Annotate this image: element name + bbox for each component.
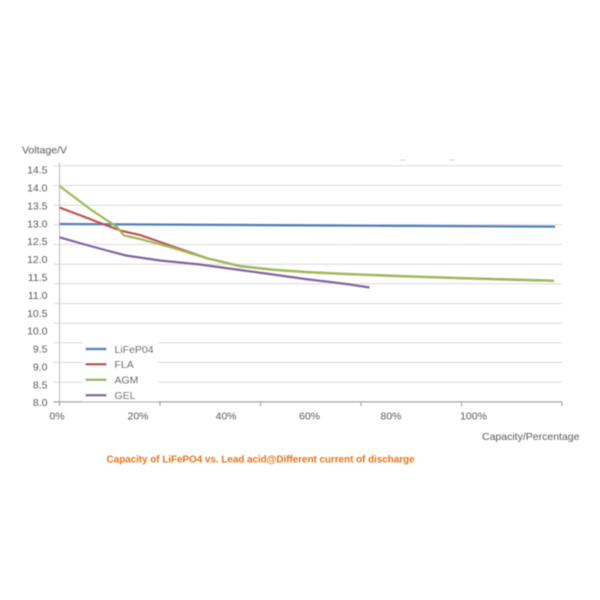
svg-text:AGM: AGM — [115, 375, 139, 387]
svg-text:10.0: 10.0 — [27, 326, 48, 338]
svg-text:100%: 100% — [460, 411, 487, 423]
svg-text:0%: 0% — [49, 411, 64, 423]
svg-text:9.0: 9.0 — [33, 361, 48, 373]
svg-text:FLA: FLA — [115, 359, 134, 371]
svg-text:Capacity of LiFePO4 vs. Lead a: Capacity of LiFePO4 vs. Lead acid@Differ… — [106, 455, 415, 466]
svg-text:14.0: 14.0 — [27, 183, 48, 195]
svg-text:13.0: 13.0 — [27, 218, 48, 230]
svg-text:8.5: 8.5 — [33, 379, 48, 391]
svg-text:40%: 40% — [215, 411, 236, 423]
svg-text:14.5: 14.5 — [27, 165, 48, 177]
svg-text:12.5: 12.5 — [27, 236, 48, 248]
svg-text:10.5: 10.5 — [27, 308, 48, 320]
svg-text:LiFeP04: LiFeP04 — [115, 344, 154, 356]
svg-text:Capacity/Percentage: Capacity/Percentage — [482, 431, 580, 443]
svg-text:80%: 80% — [380, 411, 401, 423]
svg-text:11.5: 11.5 — [28, 272, 48, 284]
svg-text:8.0: 8.0 — [33, 397, 48, 409]
svg-text:GEL: GEL — [115, 390, 136, 402]
svg-text:Voltage/V: Voltage/V — [22, 145, 67, 157]
svg-text:13.5: 13.5 — [27, 201, 48, 213]
svg-text:12.0: 12.0 — [27, 254, 48, 266]
svg-text:20%: 20% — [127, 411, 148, 423]
svg-text:9.5: 9.5 — [33, 344, 48, 356]
svg-text:11.0: 11.0 — [28, 290, 48, 302]
svg-text:60%: 60% — [299, 411, 320, 423]
